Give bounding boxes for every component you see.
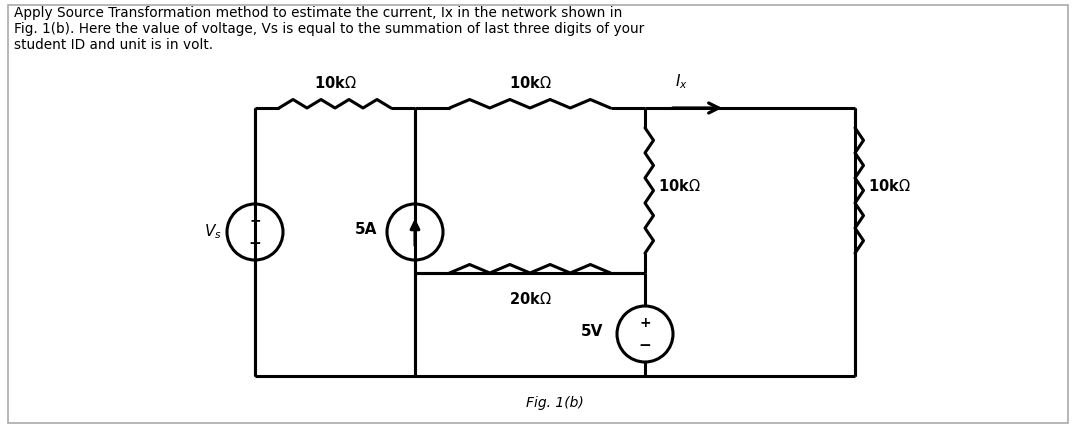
Text: $I_x$: $I_x$ (675, 72, 688, 91)
Text: $V_s$: $V_s$ (204, 223, 221, 241)
Text: 5V: 5V (581, 324, 603, 339)
Text: 20k$\Omega$: 20k$\Omega$ (509, 291, 551, 307)
Text: +: + (639, 316, 651, 330)
Text: 10k$\Omega$: 10k$\Omega$ (509, 75, 551, 91)
Text: −: − (248, 235, 261, 250)
Text: Apply Source Transformation method to estimate the current, Ix in the network sh: Apply Source Transformation method to es… (14, 6, 645, 52)
Text: 5A: 5A (354, 223, 377, 238)
Text: Fig. 1(b): Fig. 1(b) (526, 396, 584, 410)
Text: −: − (638, 338, 651, 353)
Text: 10k$\Omega$: 10k$\Omega$ (313, 75, 356, 91)
Text: 10k$\Omega$: 10k$\Omega$ (868, 178, 910, 193)
Text: 10k$\Omega$: 10k$\Omega$ (658, 178, 701, 193)
Text: +: + (249, 214, 260, 228)
